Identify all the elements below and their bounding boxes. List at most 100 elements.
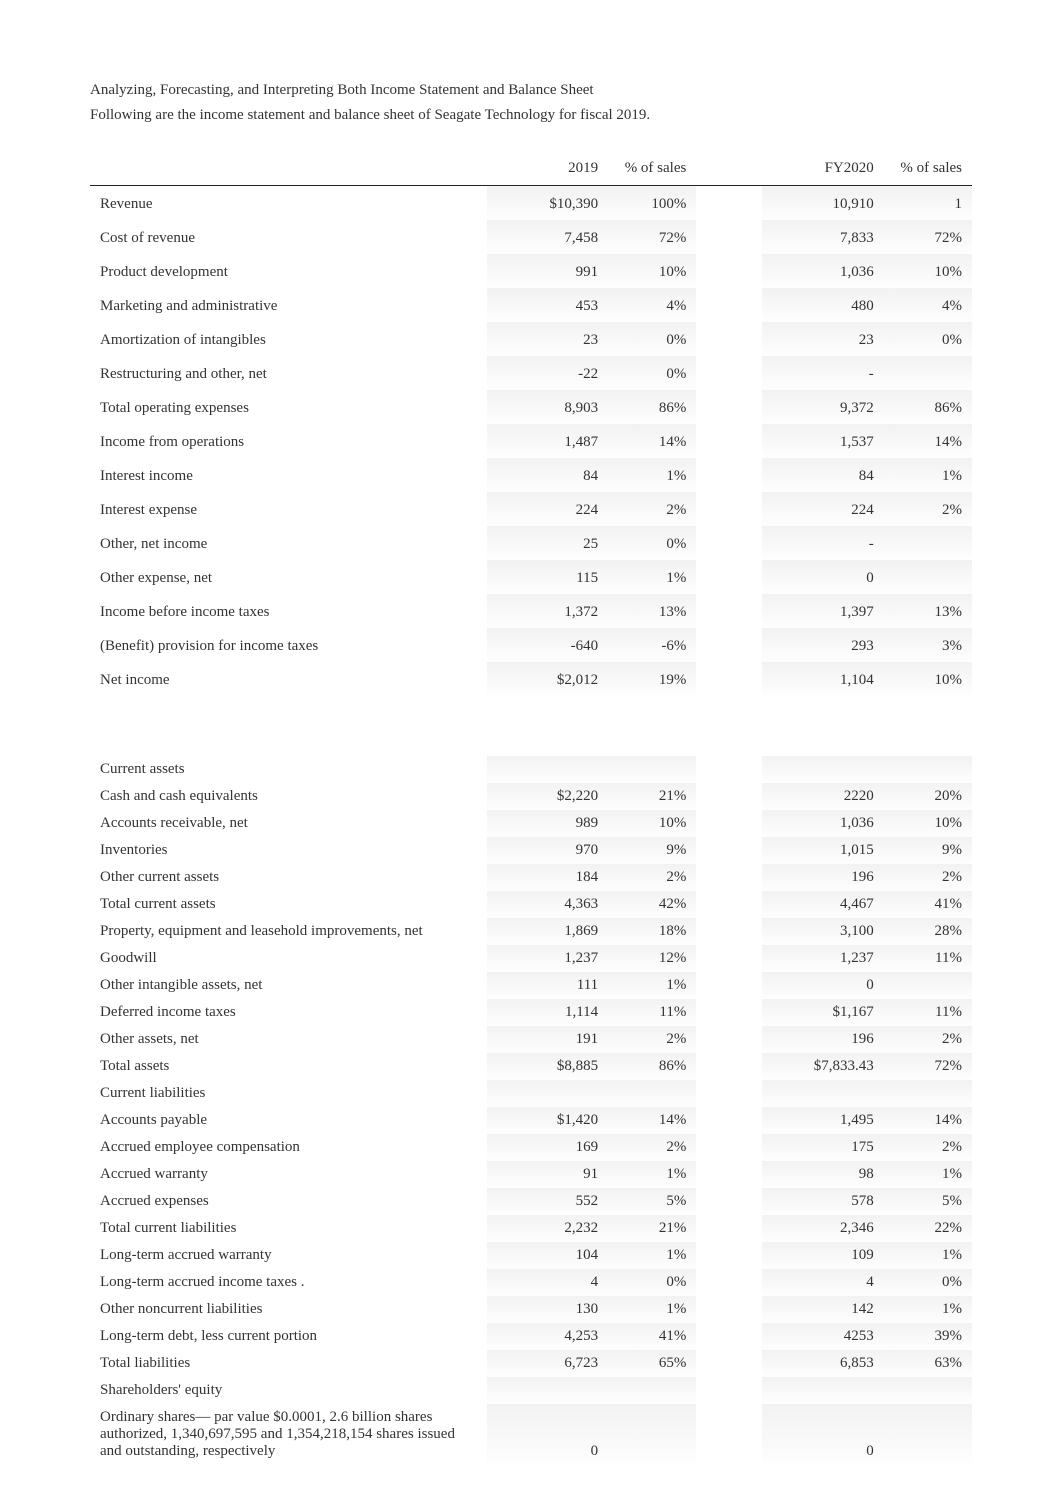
cell-spacer — [696, 1323, 762, 1350]
cell-pct-2020: 10% — [884, 810, 972, 837]
row-label: (Benefit) provision for income taxes — [90, 628, 487, 662]
cell-pct-2020 — [884, 1377, 972, 1404]
table-row: Other expense, net1151%0 — [90, 560, 972, 594]
cell-2019: 1,237 — [487, 945, 608, 972]
cell-pct-2019: 18% — [608, 918, 696, 945]
cell-2019: $1,420 — [487, 1107, 608, 1134]
cell-pct-2020 — [884, 1080, 972, 1107]
cell-spacer — [696, 972, 762, 999]
cell-spacer — [696, 945, 762, 972]
row-label: Goodwill — [90, 945, 487, 972]
cell-2020: 224 — [762, 492, 883, 526]
cell-pct-2020: 22% — [884, 1215, 972, 1242]
cell-pct-2019: 5% — [608, 1188, 696, 1215]
cell-2020: $7,833.43 — [762, 1053, 883, 1080]
cell-2020: 4,467 — [762, 891, 883, 918]
cell-2019: 191 — [487, 1026, 608, 1053]
cell-2019: 111 — [487, 972, 608, 999]
table-row: Interest income841%841% — [90, 458, 972, 492]
cell-pct-2019 — [608, 1377, 696, 1404]
cell-pct-2019: 4% — [608, 288, 696, 322]
row-label: Deferred income taxes — [90, 999, 487, 1026]
cell-pct-2020: 2% — [884, 1026, 972, 1053]
cell-2019: 115 — [487, 560, 608, 594]
cell-2019: $2,220 — [487, 783, 608, 810]
cell-pct-2020: 1% — [884, 1161, 972, 1188]
intro-line-2: Following are the income statement and b… — [90, 105, 972, 126]
cell-spacer — [696, 1404, 762, 1465]
table-row: Other noncurrent liabilities1301%1421% — [90, 1296, 972, 1323]
cell-pct-2019: 41% — [608, 1323, 696, 1350]
cell-pct-2020: 41% — [884, 891, 972, 918]
cell-pct-2020 — [884, 560, 972, 594]
cell-pct-2019: 2% — [608, 1026, 696, 1053]
cell-2020: 1,397 — [762, 594, 883, 628]
cell-2019 — [487, 1377, 608, 1404]
cell-pct-2020: 39% — [884, 1323, 972, 1350]
cell-2020: 9,372 — [762, 390, 883, 424]
cell-pct-2020: 9% — [884, 837, 972, 864]
cell-spacer — [696, 424, 762, 458]
row-label: Marketing and administrative — [90, 288, 487, 322]
row-label: Long-term accrued warranty — [90, 1242, 487, 1269]
table-row: Accounts receivable, net98910%1,03610% — [90, 810, 972, 837]
cell-spacer — [696, 1026, 762, 1053]
row-label: Total assets — [90, 1053, 487, 1080]
cell-pct-2019: 1% — [608, 1296, 696, 1323]
row-label: Interest expense — [90, 492, 487, 526]
cell-pct-2020: 28% — [884, 918, 972, 945]
cell-2020: 6,853 — [762, 1350, 883, 1377]
cell-pct-2020: 20% — [884, 783, 972, 810]
cell-pct-2020 — [884, 1404, 972, 1465]
cell-pct-2020: 11% — [884, 945, 972, 972]
cell-2019: 84 — [487, 458, 608, 492]
cell-2019: 23 — [487, 322, 608, 356]
table-header-row: 2019 % of sales FY2020 % of sales — [90, 154, 972, 186]
cell-spacer — [696, 1215, 762, 1242]
cell-pct-2019: 14% — [608, 1107, 696, 1134]
row-label: Cash and cash equivalents — [90, 783, 487, 810]
cell-2019: 552 — [487, 1188, 608, 1215]
cell-2020: 109 — [762, 1242, 883, 1269]
table-row: Income before income taxes1,37213%1,3971… — [90, 594, 972, 628]
cell-pct-2019: 13% — [608, 594, 696, 628]
header-fy2020: FY2020 — [762, 154, 883, 186]
cell-spacer — [696, 628, 762, 662]
table-row: Total current assets4,36342%4,46741% — [90, 891, 972, 918]
cell-spacer — [696, 999, 762, 1026]
cell-pct-2019 — [608, 1080, 696, 1107]
cell-2020: 1,104 — [762, 662, 883, 696]
cell-2019: 169 — [487, 1134, 608, 1161]
row-label: Total current liabilities — [90, 1215, 487, 1242]
cell-pct-2020: 72% — [884, 220, 972, 254]
cell-pct-2019: 1% — [608, 972, 696, 999]
cell-pct-2019 — [608, 756, 696, 783]
cell-2020: 175 — [762, 1134, 883, 1161]
cell-spacer — [696, 526, 762, 560]
row-label: Revenue — [90, 186, 487, 221]
cell-2020: 1,036 — [762, 810, 883, 837]
cell-pct-2020: 0% — [884, 1269, 972, 1296]
cell-pct-2020: 1 — [884, 186, 972, 221]
cell-2020: 480 — [762, 288, 883, 322]
intro-block: Analyzing, Forecasting, and Interpreting… — [90, 80, 972, 126]
cell-pct-2019: 100% — [608, 186, 696, 221]
cell-pct-2020: 2% — [884, 864, 972, 891]
cell-pct-2019: 42% — [608, 891, 696, 918]
cell-spacer — [696, 254, 762, 288]
row-label: Other intangible assets, net — [90, 972, 487, 999]
cell-2019: 1,114 — [487, 999, 608, 1026]
cell-spacer — [696, 1350, 762, 1377]
table-row: Cost of revenue7,45872%7,83372% — [90, 220, 972, 254]
table-row: Revenue$10,390100%10,9101 — [90, 186, 972, 221]
row-label: Long-term debt, less current portion — [90, 1323, 487, 1350]
table-row: Current assets — [90, 756, 972, 783]
cell-spacer — [696, 1134, 762, 1161]
cell-2020: 2,346 — [762, 1215, 883, 1242]
table-row: Long-term debt, less current portion4,25… — [90, 1323, 972, 1350]
cell-pct-2020: 10% — [884, 662, 972, 696]
table-row: Current liabilities — [90, 1080, 972, 1107]
cell-2020: 7,833 — [762, 220, 883, 254]
cell-pct-2020: 63% — [884, 1350, 972, 1377]
cell-spacer — [696, 594, 762, 628]
